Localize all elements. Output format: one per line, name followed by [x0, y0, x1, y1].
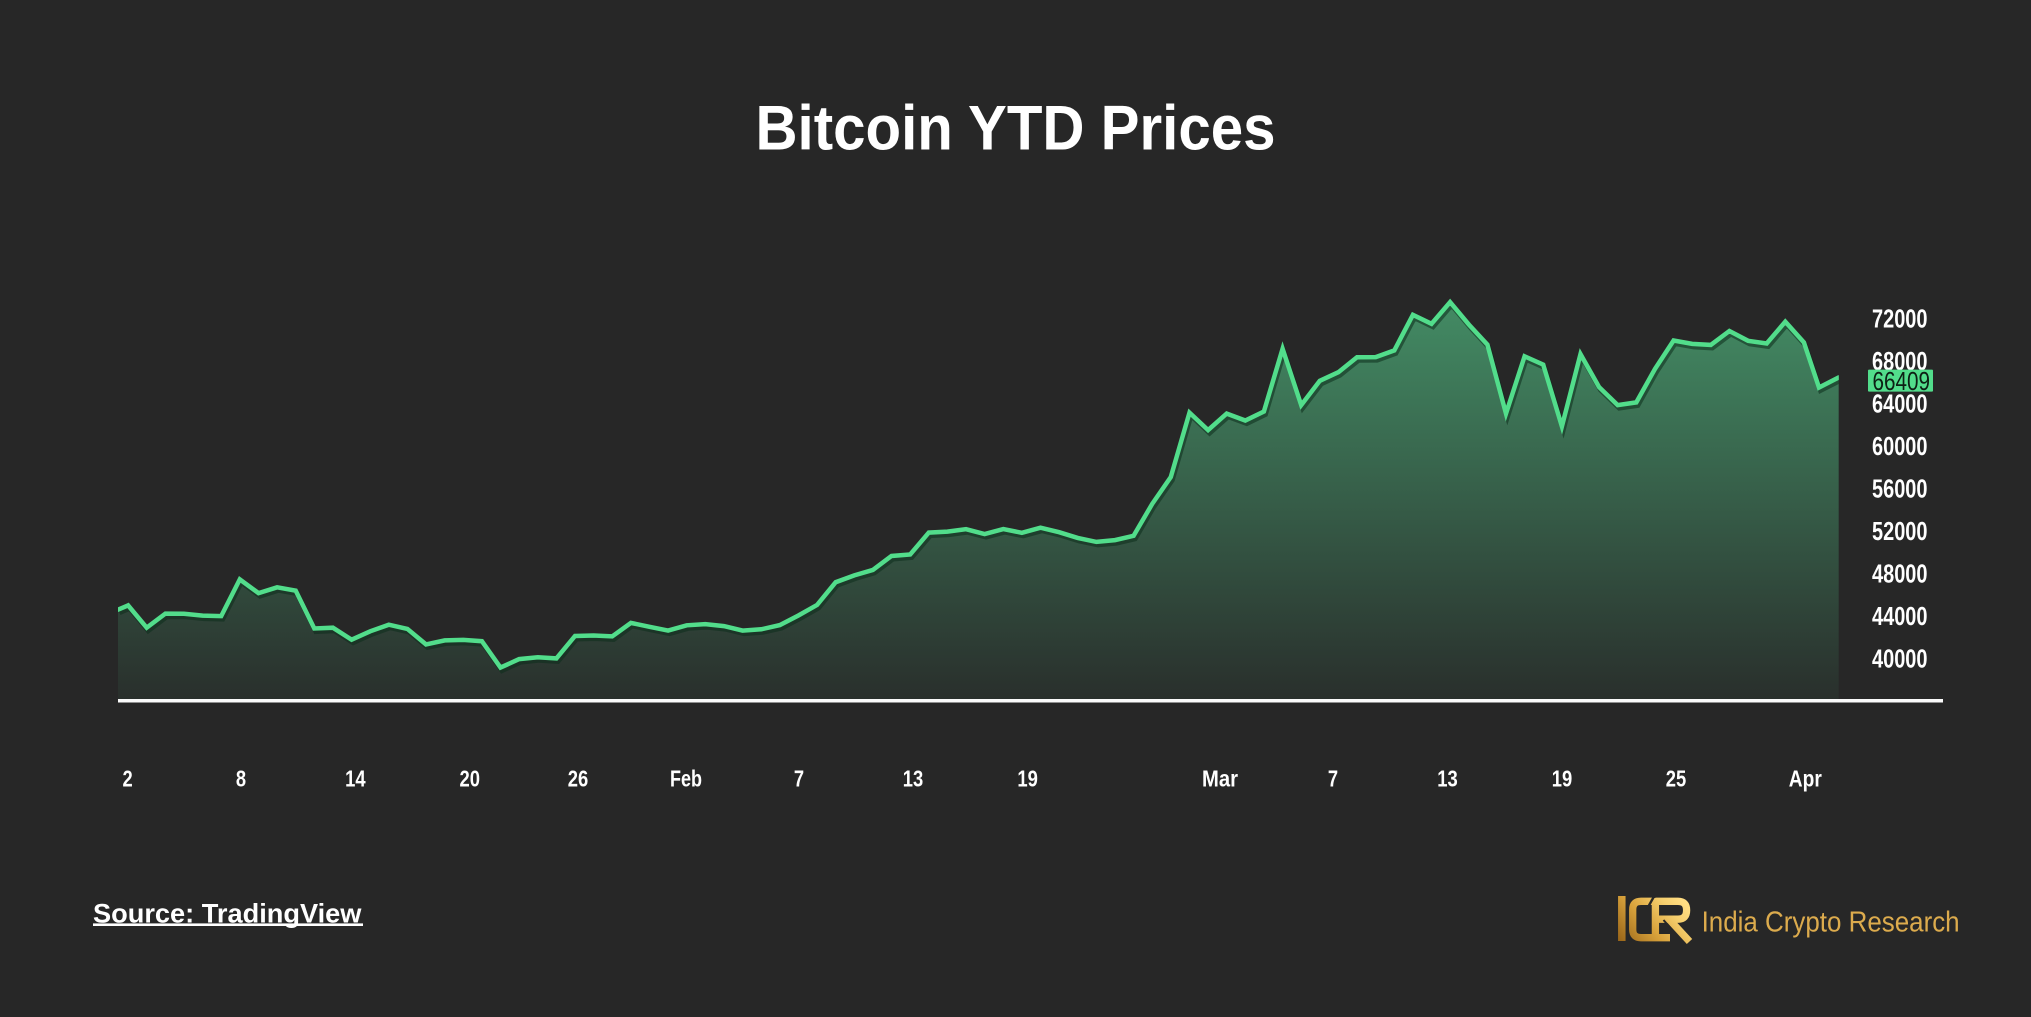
svg-text:40000: 40000 [1872, 645, 1928, 673]
svg-text:64000: 64000 [1872, 390, 1928, 418]
svg-text:13: 13 [903, 766, 924, 792]
svg-text:44000: 44000 [1872, 603, 1928, 631]
svg-text:25: 25 [1666, 766, 1687, 792]
svg-text:Feb: Feb [670, 766, 702, 792]
svg-text:8: 8 [236, 766, 246, 792]
svg-text:72000: 72000 [1872, 305, 1928, 333]
svg-text:56000: 56000 [1872, 475, 1928, 503]
svg-text:India Crypto Research: India Crypto Research [1702, 907, 1960, 939]
svg-text:52000: 52000 [1872, 518, 1928, 546]
svg-text:14: 14 [345, 766, 366, 792]
svg-text:7: 7 [1328, 766, 1338, 792]
svg-text:Source: TradingView: Source: TradingView [93, 897, 362, 928]
svg-text:13: 13 [1437, 766, 1458, 792]
svg-text:19: 19 [1552, 766, 1573, 792]
svg-text:Bitcoin YTD Prices: Bitcoin YTD Prices [756, 94, 1276, 164]
svg-text:48000: 48000 [1872, 560, 1928, 588]
svg-text:66409: 66409 [1873, 368, 1931, 396]
svg-text:60000: 60000 [1872, 433, 1928, 461]
svg-text:20: 20 [460, 766, 481, 792]
svg-text:Mar: Mar [1202, 766, 1238, 792]
svg-text:26: 26 [568, 766, 589, 792]
svg-text:2: 2 [123, 766, 133, 792]
svg-text:7: 7 [794, 766, 804, 792]
svg-text:Apr: Apr [1789, 766, 1822, 792]
svg-text:19: 19 [1017, 766, 1038, 792]
